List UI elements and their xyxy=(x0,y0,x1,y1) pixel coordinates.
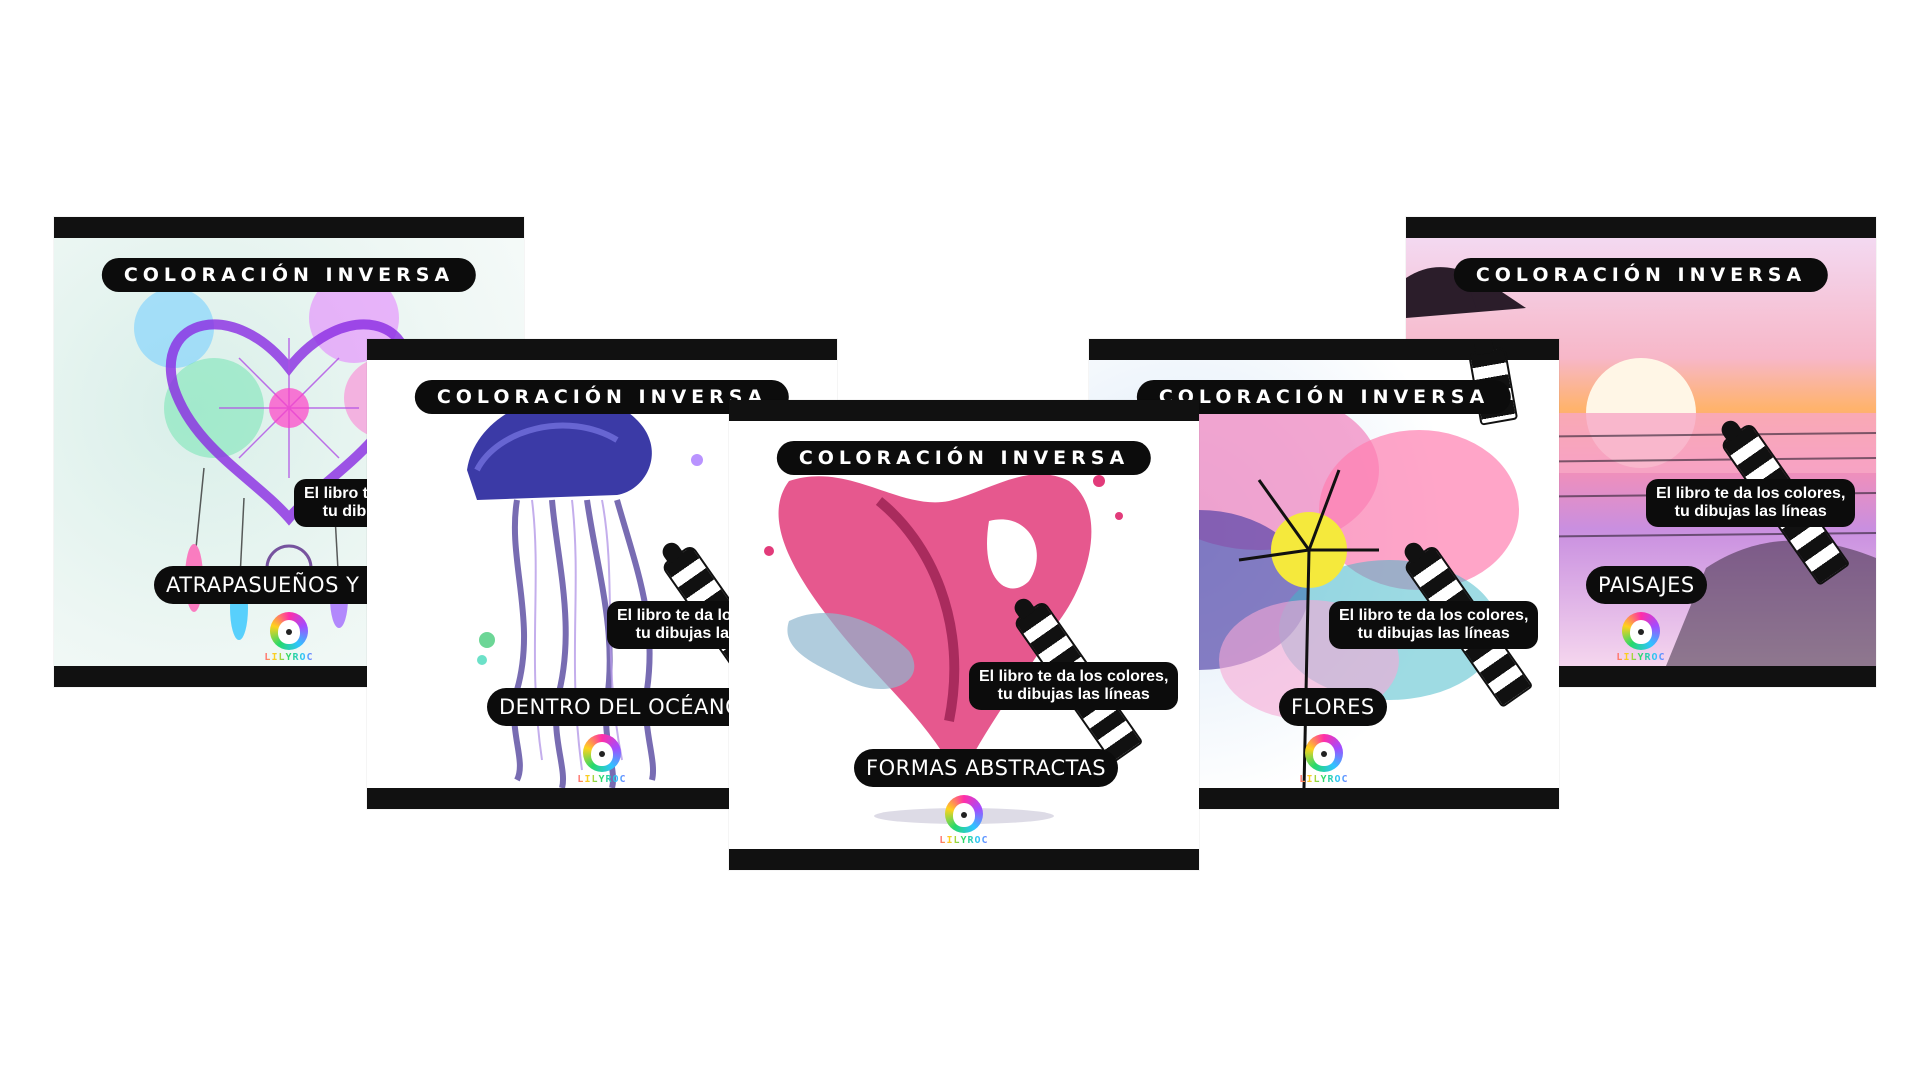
slogan-line-1: El libro te da los colores, xyxy=(1339,607,1529,624)
cover-top-band xyxy=(729,400,1199,421)
slogan-line-1: El libro te da los colores, xyxy=(1656,485,1846,502)
unicorn-logo-icon: LILYROC xyxy=(1299,734,1348,792)
cover-top-band xyxy=(1089,339,1559,360)
series-title: COLORACIÓN INVERSA xyxy=(1453,258,1829,292)
cover-top-band xyxy=(367,339,837,360)
unicorn-logo-icon: LILYROC xyxy=(264,612,313,670)
logo-wordmark: LILYROC xyxy=(1612,652,1670,663)
slogan-line-2: tu dibujas las líneas xyxy=(1674,503,1827,520)
logo-wordmark: LILYROC xyxy=(1295,774,1353,785)
slogan-line-2: tu dibujas las líneas xyxy=(1357,625,1510,642)
cover-bottom-band xyxy=(1089,788,1559,809)
abstract-splash-illustration xyxy=(764,474,1123,824)
logo-wordmark: LILYROC xyxy=(260,652,318,663)
theme-label: FLORES xyxy=(1279,688,1387,726)
logo-wordmark: LILYROC xyxy=(935,835,993,846)
series-title: COLORACIÓN INVERSA xyxy=(101,258,477,292)
unicorn-logo-icon: LILYROC xyxy=(577,734,626,792)
slogan-badge: El libro te da los colores, tu dibujas l… xyxy=(969,662,1179,710)
cover-bottom-band xyxy=(729,849,1199,870)
slogan-badge: El libro te da los colores, tu dibujas l… xyxy=(1329,601,1539,649)
slogan-badge: El libro te da los colores, tu dibujas l… xyxy=(1646,479,1856,527)
unicorn-logo-icon: LILYROC xyxy=(939,795,988,853)
abstract-artwork xyxy=(729,421,1199,849)
cover-top-band xyxy=(1406,217,1876,238)
series-title: COLORACIÓN INVERSA xyxy=(1136,380,1512,414)
theme-label: DENTRO DEL OCÉANO xyxy=(487,688,755,726)
unicorn-logo-icon: LILYROC xyxy=(1616,612,1665,670)
slogan-line-1: El libro te da los colores, xyxy=(979,668,1169,685)
book-cover-formas-abstractas: COLORACIÓN INVERSA El libro te da los co… xyxy=(729,400,1199,870)
logo-wordmark: LILYROC xyxy=(573,774,631,785)
cover-top-band xyxy=(54,217,524,238)
series-title: COLORACIÓN INVERSA xyxy=(776,441,1152,475)
slogan-line-2: tu dibujas las líneas xyxy=(997,686,1150,703)
cover-bottom-band xyxy=(367,788,837,809)
series-title: COLORACIÓN INVERSA xyxy=(414,380,790,414)
theme-label: FORMAS ABSTRACTAS xyxy=(854,749,1119,787)
theme-label: PAISAJES xyxy=(1586,566,1707,604)
